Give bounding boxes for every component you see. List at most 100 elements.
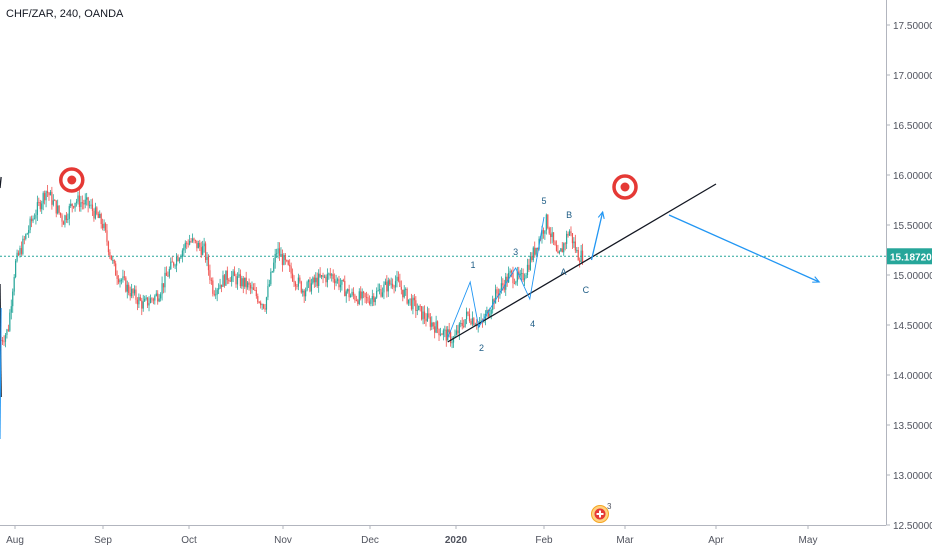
- candle-body: [551, 232, 553, 238]
- candle-body: [347, 289, 349, 292]
- events-badge[interactable]: 3: [591, 502, 613, 523]
- candle: [41, 200, 43, 215]
- candle-body: [457, 330, 459, 334]
- candle: [102, 218, 104, 231]
- candle: [273, 258, 275, 273]
- candle-body: [167, 275, 169, 277]
- candle-body: [400, 286, 402, 290]
- candle-body: [580, 250, 582, 262]
- candle: [412, 295, 414, 315]
- candle: [222, 270, 224, 287]
- candle: [325, 274, 327, 287]
- candle-body: [428, 313, 430, 318]
- candle-body: [313, 277, 315, 283]
- candle-body: [15, 260, 17, 278]
- candle-body: [193, 238, 195, 241]
- candle-body: [567, 233, 569, 236]
- candle: [9, 309, 11, 332]
- candle: [174, 263, 176, 270]
- candle: [157, 290, 159, 305]
- candle: [568, 229, 571, 236]
- candle-body: [6, 329, 8, 335]
- candle-body: [32, 218, 34, 222]
- candle: [84, 193, 86, 209]
- candle-body: [228, 279, 230, 281]
- candle: [394, 275, 397, 292]
- candle: [523, 273, 526, 287]
- candle-body: [490, 310, 492, 314]
- candle: [32, 215, 34, 224]
- candle: [48, 192, 50, 201]
- candle-body: [280, 253, 282, 256]
- candle-body: [307, 279, 310, 283]
- candle-body: [376, 290, 378, 298]
- candle-body: [468, 314, 471, 321]
- candle: [242, 276, 244, 294]
- candle-body: [381, 292, 384, 297]
- candle-body: [155, 293, 157, 296]
- candle: [13, 274, 15, 296]
- candle-body: [17, 252, 20, 256]
- candle-body: [268, 284, 270, 287]
- candle: [305, 287, 307, 301]
- wave-label: A: [561, 267, 567, 277]
- candle-body: [412, 297, 414, 310]
- candle-body: [531, 256, 533, 261]
- candle: [580, 244, 582, 263]
- candle-body: [165, 272, 168, 276]
- candle: [158, 294, 160, 303]
- candle: [387, 277, 389, 297]
- candle: [550, 227, 552, 244]
- drawings: 1 2 3 4 5 A B C: [0, 167, 821, 440]
- candle-body: [296, 286, 298, 287]
- candle: [241, 275, 243, 289]
- candle-body: [573, 241, 575, 244]
- candle: [290, 262, 292, 279]
- candle-body: [447, 329, 449, 341]
- candle-body: [471, 318, 473, 325]
- candle: [341, 279, 343, 291]
- candle-body: [393, 286, 395, 288]
- candle-body: [550, 233, 552, 238]
- candle: [526, 258, 529, 278]
- candle-body: [315, 277, 317, 283]
- candle-body: [426, 313, 429, 322]
- candle-body: [125, 277, 127, 292]
- candle: [181, 248, 183, 263]
- candle-body: [261, 304, 263, 306]
- candle-body: [452, 337, 455, 343]
- candle-body: [138, 297, 140, 305]
- candle: [297, 273, 299, 291]
- candle-body: [547, 214, 549, 228]
- candle-body: [273, 262, 275, 272]
- candle-body: [99, 213, 101, 218]
- candle: [374, 296, 376, 306]
- candle-body: [12, 291, 14, 307]
- candle-body: [494, 289, 497, 304]
- candle: [77, 191, 79, 205]
- candle-body: [577, 250, 579, 261]
- candle-body: [42, 193, 44, 204]
- candle-body: [506, 276, 508, 283]
- candle-body: [75, 201, 78, 203]
- candle: [28, 225, 30, 238]
- candle-body: [22, 238, 24, 254]
- candle-body: [526, 264, 529, 276]
- candle-body: [238, 274, 240, 277]
- candle-body: [4, 334, 7, 342]
- candle: [120, 278, 123, 285]
- candle: [521, 267, 523, 281]
- candle: [155, 290, 157, 297]
- candle: [207, 254, 210, 276]
- candle-body: [212, 280, 214, 294]
- candle-body: [363, 291, 365, 294]
- candle-body: [226, 270, 228, 280]
- candle: [471, 311, 473, 327]
- y-tick-label: 13.50000: [893, 421, 932, 432]
- candle-body: [497, 293, 500, 296]
- candle-body: [416, 310, 418, 312]
- candle: [561, 242, 563, 253]
- candle-body: [364, 293, 366, 297]
- candle: [534, 241, 536, 258]
